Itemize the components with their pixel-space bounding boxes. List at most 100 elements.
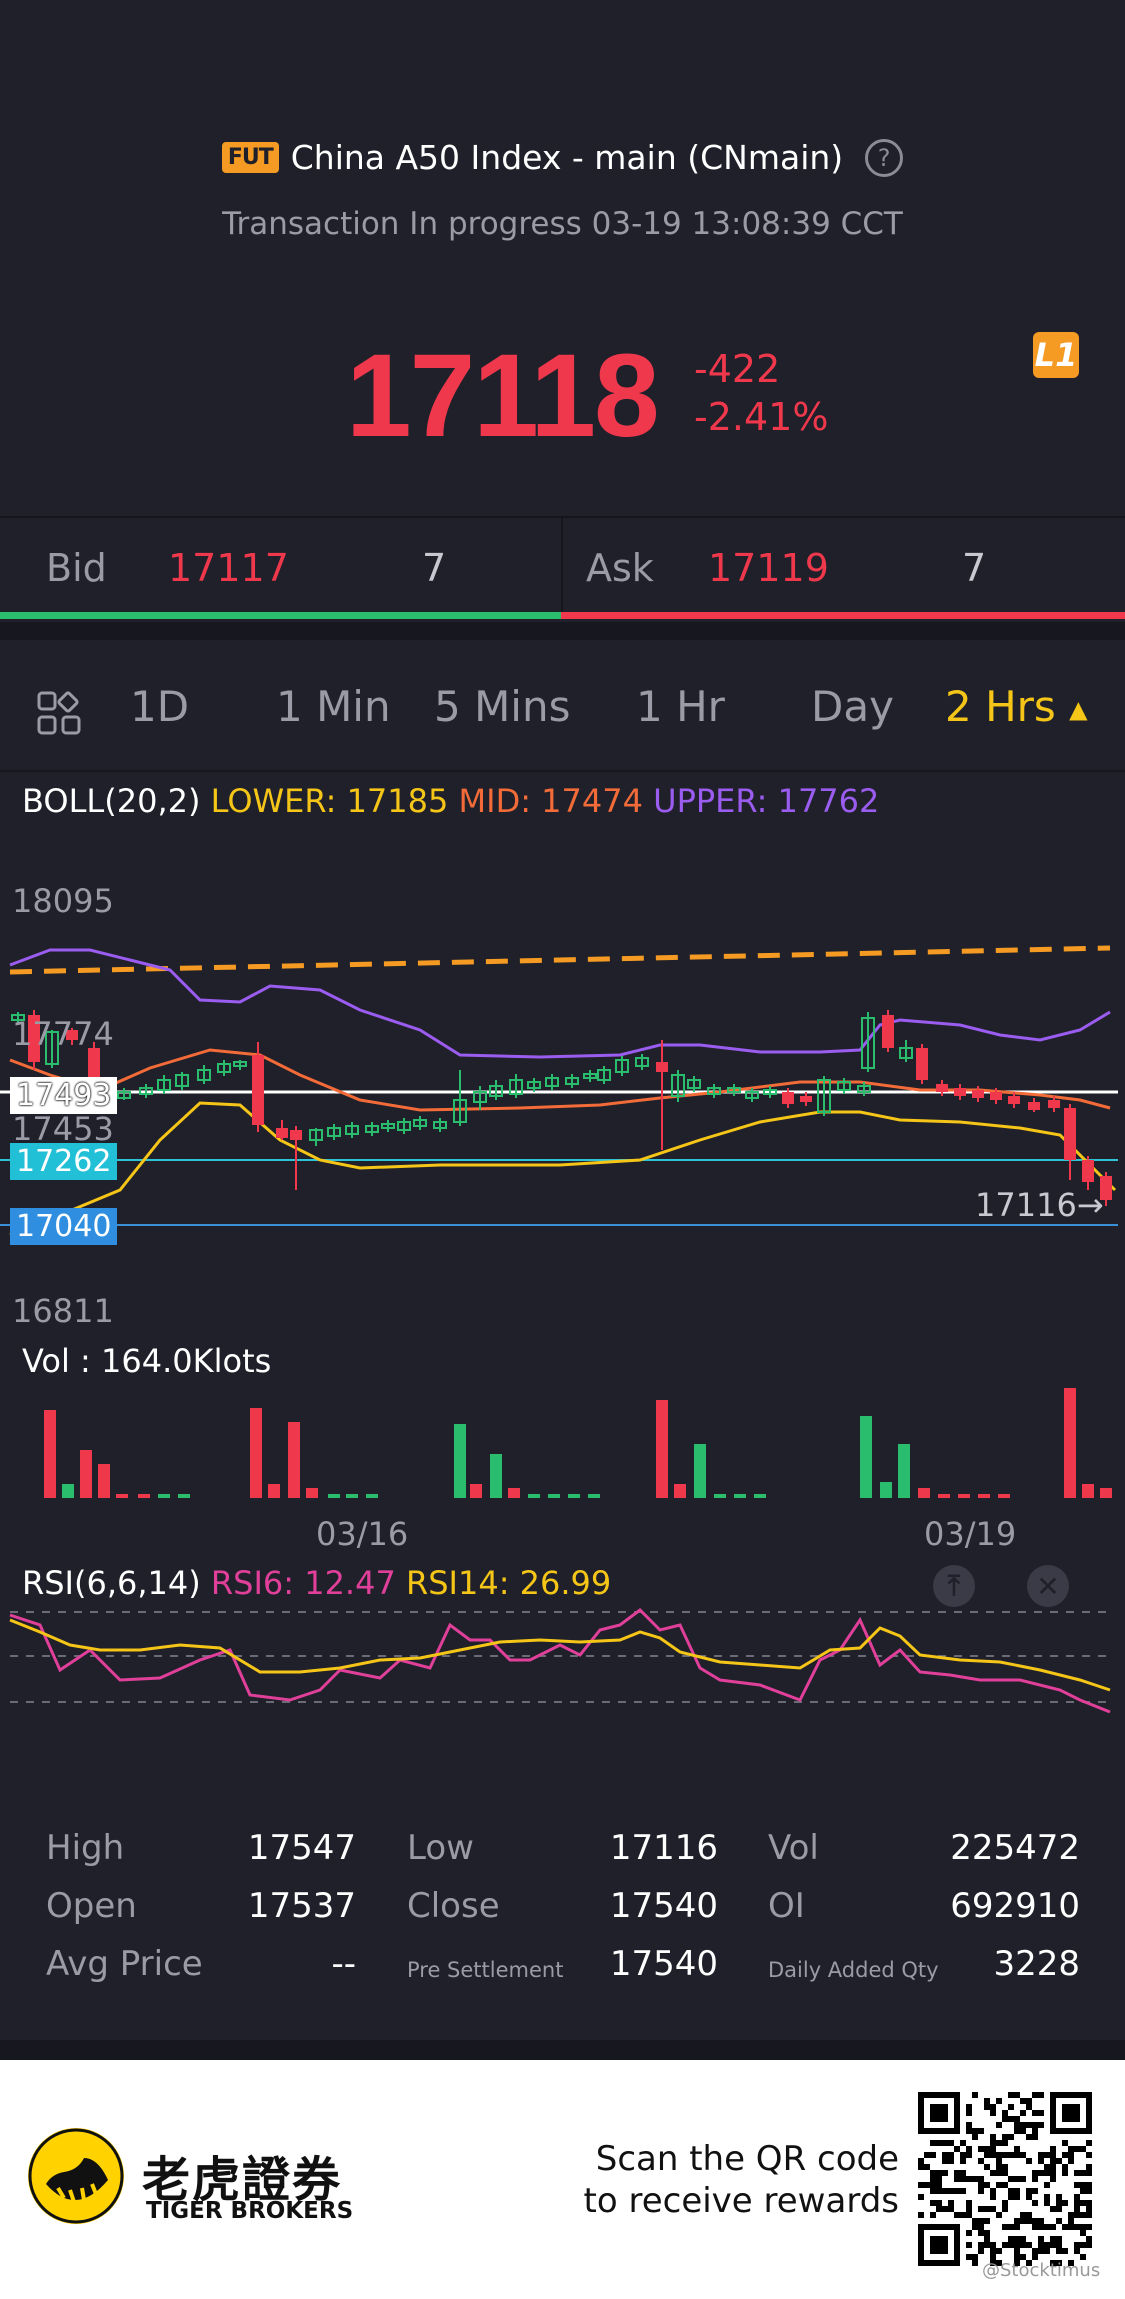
qr-module: [1002, 2242, 1008, 2248]
qr-module: [930, 2212, 936, 2218]
volume-bar: [528, 1494, 540, 1498]
candle-body: [139, 1087, 153, 1095]
volume-bar: [62, 1484, 74, 1498]
stat-high-label: High: [46, 1828, 125, 1868]
qr-module: [1086, 2242, 1092, 2248]
volume-bar: [918, 1488, 930, 1498]
qr-module: [1014, 2122, 1020, 2128]
qr-module: [1032, 2134, 1038, 2140]
qr-module: [1068, 2146, 1074, 2152]
qr-module: [1020, 2152, 1026, 2158]
price-tag-cyan[interactable]: 17262: [10, 1143, 118, 1180]
tab-2hrs[interactable]: 2 Hrs ▲: [945, 682, 1088, 731]
price-tag-blue[interactable]: 17040: [10, 1208, 118, 1245]
pin-top-icon[interactable]: ⤒: [933, 1565, 975, 1607]
qr-module: [984, 2164, 990, 2170]
qr-module: [1038, 2152, 1044, 2158]
volume-bar: [860, 1416, 872, 1498]
volume-bar: [1064, 1388, 1076, 1498]
candle-body: [1008, 1096, 1020, 1104]
qr-module: [1002, 2224, 1008, 2230]
stat-presettle: 17540: [609, 1944, 718, 1984]
rsi6-value: RSI6: 12.47: [210, 1564, 396, 1602]
qr-module: [1080, 2242, 1086, 2248]
watermark: @Stocktimus: [982, 2260, 1101, 2281]
level1-badge[interactable]: L1: [1033, 332, 1079, 378]
candle-body: [727, 1087, 741, 1093]
qr-module: [1008, 2176, 1014, 2182]
scan-line-2: to receive rewards: [583, 2181, 899, 2221]
ask-volume-bar: [561, 612, 1125, 619]
qr-module: [1050, 2260, 1056, 2266]
candle-body: [117, 1091, 131, 1099]
qr-module: [1008, 2194, 1014, 2200]
volume-bar: [138, 1494, 150, 1498]
qr-module: [990, 2170, 996, 2176]
close-icon[interactable]: ✕: [1027, 1565, 1069, 1607]
qr-module: [1056, 2236, 1062, 2242]
tab-1d[interactable]: 1D: [130, 682, 190, 731]
qr-module: [930, 2152, 936, 2158]
qr-module: [1002, 2116, 1008, 2122]
qr-module: [1032, 2110, 1038, 2116]
volume-bar: [694, 1444, 706, 1498]
qr-module: [966, 2212, 972, 2218]
qr-module: [996, 2182, 1002, 2188]
volume-bar: [568, 1494, 580, 1498]
qr-module: [1074, 2182, 1080, 2188]
volume-bar: [548, 1494, 560, 1498]
qr-module: [1014, 2242, 1020, 2248]
qr-module: [954, 2176, 960, 2182]
tab-1hr[interactable]: 1 Hr: [636, 682, 725, 731]
volume-bar: [938, 1494, 950, 1498]
boll-mid: MID: 17474: [458, 782, 643, 820]
header-title-row: FUT China A50 Index - main (CNmain) ?: [0, 138, 1125, 177]
qr-module: [1032, 2218, 1038, 2224]
qr-module: [942, 2140, 948, 2146]
qr-module: [990, 2260, 996, 2266]
candle-body: [817, 1079, 831, 1113]
volume-bar: [178, 1494, 190, 1498]
qr-module: [978, 2128, 984, 2134]
ask-price: 17119: [708, 546, 829, 590]
qr-module: [1026, 2104, 1032, 2110]
ask-qty: 7: [962, 546, 987, 590]
qr-module: [1014, 2092, 1020, 2098]
qr-module: [948, 2140, 954, 2146]
candle-body: [837, 1081, 851, 1091]
qr-code[interactable]: [918, 2092, 1092, 2266]
volume-bar: [508, 1488, 520, 1498]
qr-module: [1014, 2116, 1020, 2122]
qr-module: [996, 2248, 1002, 2254]
qr-module: [924, 2164, 930, 2170]
grid-layout-icon[interactable]: [36, 690, 82, 736]
tab-day[interactable]: Day: [811, 682, 894, 731]
volume-bar: [158, 1494, 170, 1498]
qr-module: [1032, 2128, 1038, 2134]
boll-upper: UPPER: 17762: [653, 782, 880, 820]
candle-body: [899, 1047, 913, 1059]
qr-module: [936, 2176, 942, 2182]
bid-volume-bar: [0, 612, 561, 619]
candle-body: [936, 1084, 948, 1092]
tab-5mins[interactable]: 5 Mins: [434, 682, 571, 731]
qr-module: [918, 2194, 924, 2200]
qr-module: [960, 2140, 966, 2146]
qr-module: [1080, 2182, 1086, 2188]
qr-module: [966, 2104, 972, 2110]
question-circle-icon[interactable]: ?: [865, 138, 904, 177]
tab-1min[interactable]: 1 Min: [276, 682, 391, 731]
qr-module: [978, 2182, 984, 2188]
candle-body: [433, 1121, 447, 1129]
qr-module: [984, 2230, 990, 2236]
candle-body: [413, 1119, 427, 1127]
qr-module: [1056, 2158, 1062, 2164]
qr-module: [1014, 2224, 1020, 2230]
qr-module: [1044, 2194, 1050, 2200]
chart-canvas[interactable]: [0, 0, 1125, 1720]
candle-body: [197, 1069, 211, 1081]
qr-module: [996, 2260, 1002, 2266]
stat-oi-label: OI: [768, 1886, 805, 1926]
boll-lower: LOWER: 17185: [210, 782, 449, 820]
qr-module: [990, 2152, 996, 2158]
